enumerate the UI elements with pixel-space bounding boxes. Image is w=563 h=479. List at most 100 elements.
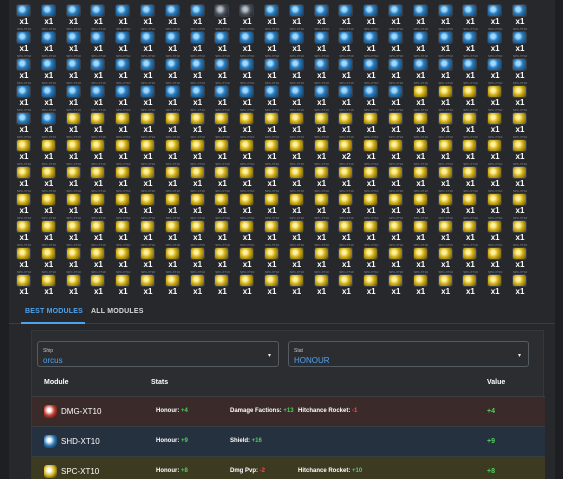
inventory-item[interactable]: SPC-XT10 x1 xyxy=(409,27,433,53)
inventory-item[interactable]: SPC-XT10 x1 xyxy=(210,243,234,269)
inventory-item[interactable]: SPC-XT10 x1 xyxy=(508,81,532,107)
inventory-item[interactable]: SPC-XT10 x1 xyxy=(434,135,458,161)
inventory-item[interactable]: SPC-XT10 x1 xyxy=(310,108,334,134)
inventory-item[interactable]: SPC-XT10 x1 xyxy=(458,27,482,53)
inventory-item[interactable]: SPC-XT10 x1 xyxy=(37,27,61,53)
inventory-item[interactable]: SPC-XT10 x1 xyxy=(161,270,185,296)
inventory-item[interactable]: SPC-XT10 x1 xyxy=(111,216,135,242)
table-row[interactable]: SPC-XT10 Honour: +8 Dmg Pvp: -2 Hitchance R… xyxy=(32,457,545,479)
inventory-item[interactable]: SPC-XT10 x1 xyxy=(161,27,185,53)
inventory-item[interactable]: SPC-XT10 x1 xyxy=(210,216,234,242)
inventory-item[interactable]: SPC-XT10 x1 xyxy=(359,270,383,296)
inventory-item[interactable]: SPC-XT10 x1 xyxy=(483,189,507,215)
inventory-item[interactable]: x1 xyxy=(310,0,334,26)
inventory-item[interactable]: x1 xyxy=(62,0,86,26)
inventory-item[interactable]: SPC-XT10 x1 xyxy=(235,135,259,161)
inventory-item[interactable]: SPC-XT10 x1 xyxy=(359,243,383,269)
inventory-item[interactable]: SPC-XT10 x1 xyxy=(186,270,210,296)
inventory-item[interactable]: SPC-XT10 x1 xyxy=(483,135,507,161)
inventory-item[interactable]: SPC-XT10 x1 xyxy=(310,81,334,107)
inventory-item[interactable]: SPC-XT10 x1 xyxy=(334,216,358,242)
inventory-item[interactable]: SPC-XT10 x1 xyxy=(86,81,110,107)
inventory-item[interactable]: SPC-XT10 x1 xyxy=(434,243,458,269)
inventory-item[interactable]: SPC-XT10 x1 xyxy=(260,27,284,53)
inventory-item[interactable]: x1 xyxy=(508,0,532,26)
inventory-item[interactable]: SPC-XT10 x1 xyxy=(285,108,309,134)
inventory-item[interactable]: SPC-XT10 x1 xyxy=(136,54,160,80)
inventory-item[interactable]: SPC-XT10 x1 xyxy=(86,135,110,161)
inventory-item[interactable]: SPC-XT10 x1 xyxy=(62,243,86,269)
inventory-item[interactable]: SPC-XT10 x1 xyxy=(186,81,210,107)
inventory-item[interactable]: SPC-XT10 x1 xyxy=(161,243,185,269)
inventory-item[interactable]: SPC-XT10 x1 xyxy=(310,54,334,80)
inventory-item[interactable]: SPC-XT10 x1 xyxy=(37,81,61,107)
inventory-item[interactable]: SPC-XT10 x1 xyxy=(186,27,210,53)
inventory-item[interactable]: SPC-XT10 x1 xyxy=(384,216,408,242)
inventory-item[interactable]: SPC-XT10 x1 xyxy=(111,27,135,53)
inventory-item[interactable]: SPC-XT10 x1 xyxy=(210,108,234,134)
inventory-item[interactable]: SPC-XT10 x1 xyxy=(483,27,507,53)
inventory-item[interactable]: SPC-XT10 x1 xyxy=(483,81,507,107)
inventory-item[interactable]: SPC-XT10 x1 xyxy=(12,108,36,134)
inventory-item[interactable]: SPC-XT10 x1 xyxy=(359,27,383,53)
tab-best-modules[interactable]: BEST MODULES xyxy=(25,308,84,315)
inventory-item[interactable]: SPC-XT10 x1 xyxy=(310,243,334,269)
inventory-item[interactable]: SPC-XT10 x1 xyxy=(260,162,284,188)
inventory-item[interactable]: x1 xyxy=(111,0,135,26)
inventory-item[interactable]: SPC-XT10 x1 xyxy=(62,216,86,242)
inventory-item[interactable]: SPC-XT10 x1 xyxy=(62,27,86,53)
inventory-item[interactable]: SPC-XT10 x1 xyxy=(210,81,234,107)
inventory-item[interactable]: SPC-XT10 x1 xyxy=(359,162,383,188)
inventory-item[interactable]: SPC-XT10 x1 xyxy=(12,189,36,215)
inventory-item[interactable]: SPC-XT10 x1 xyxy=(235,162,259,188)
inventory-item[interactable]: SPC-XT10 x1 xyxy=(285,243,309,269)
inventory-item[interactable]: SPC-XT10 x1 xyxy=(111,162,135,188)
inventory-item[interactable]: SPC-XT10 x1 xyxy=(434,27,458,53)
inventory-item[interactable]: SPC-XT10 x1 xyxy=(384,270,408,296)
inventory-item[interactable]: SPC-XT10 x1 xyxy=(136,243,160,269)
inventory-item[interactable]: SPC-XT10 x1 xyxy=(37,54,61,80)
inventory-item[interactable]: x1 xyxy=(384,0,408,26)
inventory-item[interactable]: SPC-XT10 x1 xyxy=(210,189,234,215)
inventory-item[interactable]: SPC-XT10 x1 xyxy=(310,189,334,215)
inventory-item[interactable]: SPC-XT10 x1 xyxy=(186,162,210,188)
inventory-item[interactable]: SPC-XT10 x1 xyxy=(235,243,259,269)
inventory-item[interactable]: SPC-XT10 x1 xyxy=(62,189,86,215)
inventory-item[interactable]: SPC-XT10 x1 xyxy=(136,135,160,161)
inventory-item[interactable]: SPC-XT10 x1 xyxy=(210,270,234,296)
inventory-item[interactable]: x1 xyxy=(285,0,309,26)
inventory-item[interactable]: SPC-XT10 x1 xyxy=(409,216,433,242)
inventory-item[interactable]: SPC-XT10 x1 xyxy=(260,189,284,215)
inventory-item[interactable]: SPC-XT10 x1 xyxy=(310,27,334,53)
inventory-item[interactable]: SPC-XT10 x1 xyxy=(384,135,408,161)
inventory-item[interactable]: SPC-XT10 x1 xyxy=(458,243,482,269)
inventory-item[interactable]: SPC-XT10 x1 xyxy=(334,162,358,188)
inventory-item[interactable]: SPC-XT10 x1 xyxy=(86,189,110,215)
inventory-item[interactable]: SPC-XT10 x1 xyxy=(359,135,383,161)
inventory-item[interactable]: SPC-XT10 x1 xyxy=(384,108,408,134)
inventory-item[interactable]: SPC-XT10 x1 xyxy=(285,81,309,107)
inventory-item[interactable]: SPC-XT10 x1 xyxy=(434,216,458,242)
inventory-item[interactable]: SPC-XT10 x1 xyxy=(210,54,234,80)
inventory-item[interactable]: SPC-XT10 x1 xyxy=(37,135,61,161)
inventory-item[interactable]: SPC-XT10 x1 xyxy=(235,27,259,53)
inventory-item[interactable]: SPC-XT10 x1 xyxy=(186,108,210,134)
ship-select[interactable]: Ship orcus ▾ xyxy=(37,341,279,367)
inventory-item[interactable]: SPC-XT10 x1 xyxy=(186,54,210,80)
inventory-item[interactable]: SPC-XT10 x1 xyxy=(483,270,507,296)
inventory-item[interactable]: x1 xyxy=(86,0,110,26)
inventory-item[interactable]: SPC-XT10 x1 xyxy=(235,216,259,242)
inventory-item[interactable]: SPC-XT10 x1 xyxy=(62,54,86,80)
inventory-item[interactable]: SPC-XT10 x1 xyxy=(62,135,86,161)
inventory-item[interactable]: SPC-XT10 x1 xyxy=(285,216,309,242)
inventory-item[interactable]: SPC-XT10 x1 xyxy=(409,108,433,134)
inventory-item[interactable]: SPC-XT10 x1 xyxy=(359,189,383,215)
inventory-item[interactable]: SPC-XT10 x1 xyxy=(62,270,86,296)
inventory-item[interactable]: x1 xyxy=(260,0,284,26)
inventory-item[interactable]: SPC-XT10 x1 xyxy=(186,216,210,242)
inventory-item[interactable]: SPC-XT10 x1 xyxy=(483,54,507,80)
inventory-item[interactable]: x1 xyxy=(334,0,358,26)
inventory-item[interactable]: SPC-XT10 x1 xyxy=(458,108,482,134)
inventory-item[interactable]: SPC-XT10 x1 xyxy=(136,270,160,296)
inventory-item[interactable]: SPC-XT10 x1 xyxy=(37,162,61,188)
